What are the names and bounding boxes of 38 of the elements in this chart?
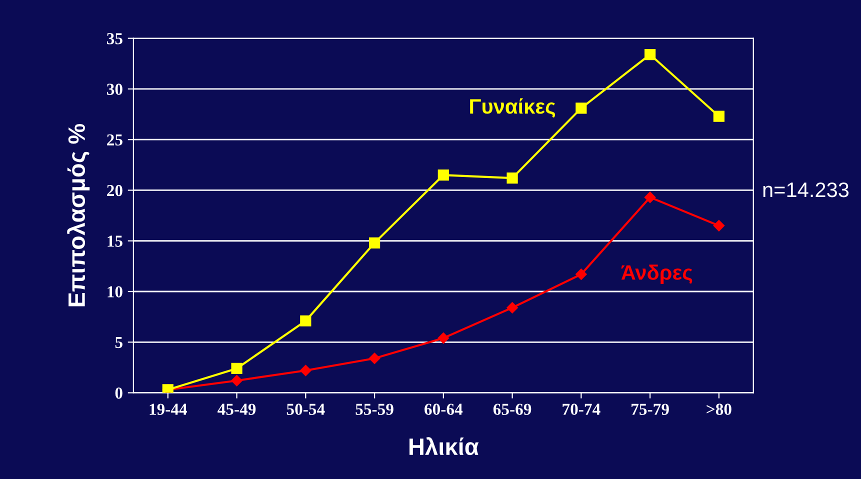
point xyxy=(300,364,312,376)
x-tick-label: 60-64 xyxy=(424,404,463,415)
point xyxy=(644,192,656,203)
x-tick-label: 19-44 xyxy=(150,404,188,415)
point xyxy=(576,268,587,280)
x-tick-label: 45-49 xyxy=(218,404,256,415)
point xyxy=(438,332,450,344)
x-tick-label: 75-79 xyxy=(632,404,669,415)
point xyxy=(231,375,242,386)
y-tick-label: 5 xyxy=(115,337,122,348)
y-tick-label: 10 xyxy=(108,286,122,298)
x-axis-title: Ηλικία xyxy=(410,437,479,456)
text: n=14.233 xyxy=(763,182,849,198)
series-label: Άνδρες xyxy=(621,264,692,284)
point xyxy=(231,362,242,374)
point xyxy=(438,169,449,181)
y-tick-label: 35 xyxy=(107,33,122,44)
x-tick-label: 50-54 xyxy=(286,404,325,415)
series-label: Γυναίκες xyxy=(470,98,556,118)
y-tick-label: 30 xyxy=(107,84,122,95)
y-tick-label: 20 xyxy=(107,184,122,196)
x-tick-label: 65-69 xyxy=(493,404,532,415)
point xyxy=(713,110,724,122)
y-tick-label: 15 xyxy=(108,236,122,247)
point xyxy=(300,315,312,326)
point xyxy=(713,220,725,232)
y-tick-label: 0 xyxy=(115,387,122,399)
point xyxy=(506,172,518,184)
x-tick-label: >80 xyxy=(706,404,732,415)
y-tick-label: 25 xyxy=(107,134,122,146)
point xyxy=(644,48,656,60)
y-axis-title: Επιπολασμός % xyxy=(67,124,90,306)
point xyxy=(506,302,518,314)
point xyxy=(368,237,380,248)
x-tick-label: 55-59 xyxy=(356,404,394,415)
point xyxy=(576,102,587,114)
x-tick-label: 70-74 xyxy=(562,404,600,415)
point xyxy=(368,352,380,364)
